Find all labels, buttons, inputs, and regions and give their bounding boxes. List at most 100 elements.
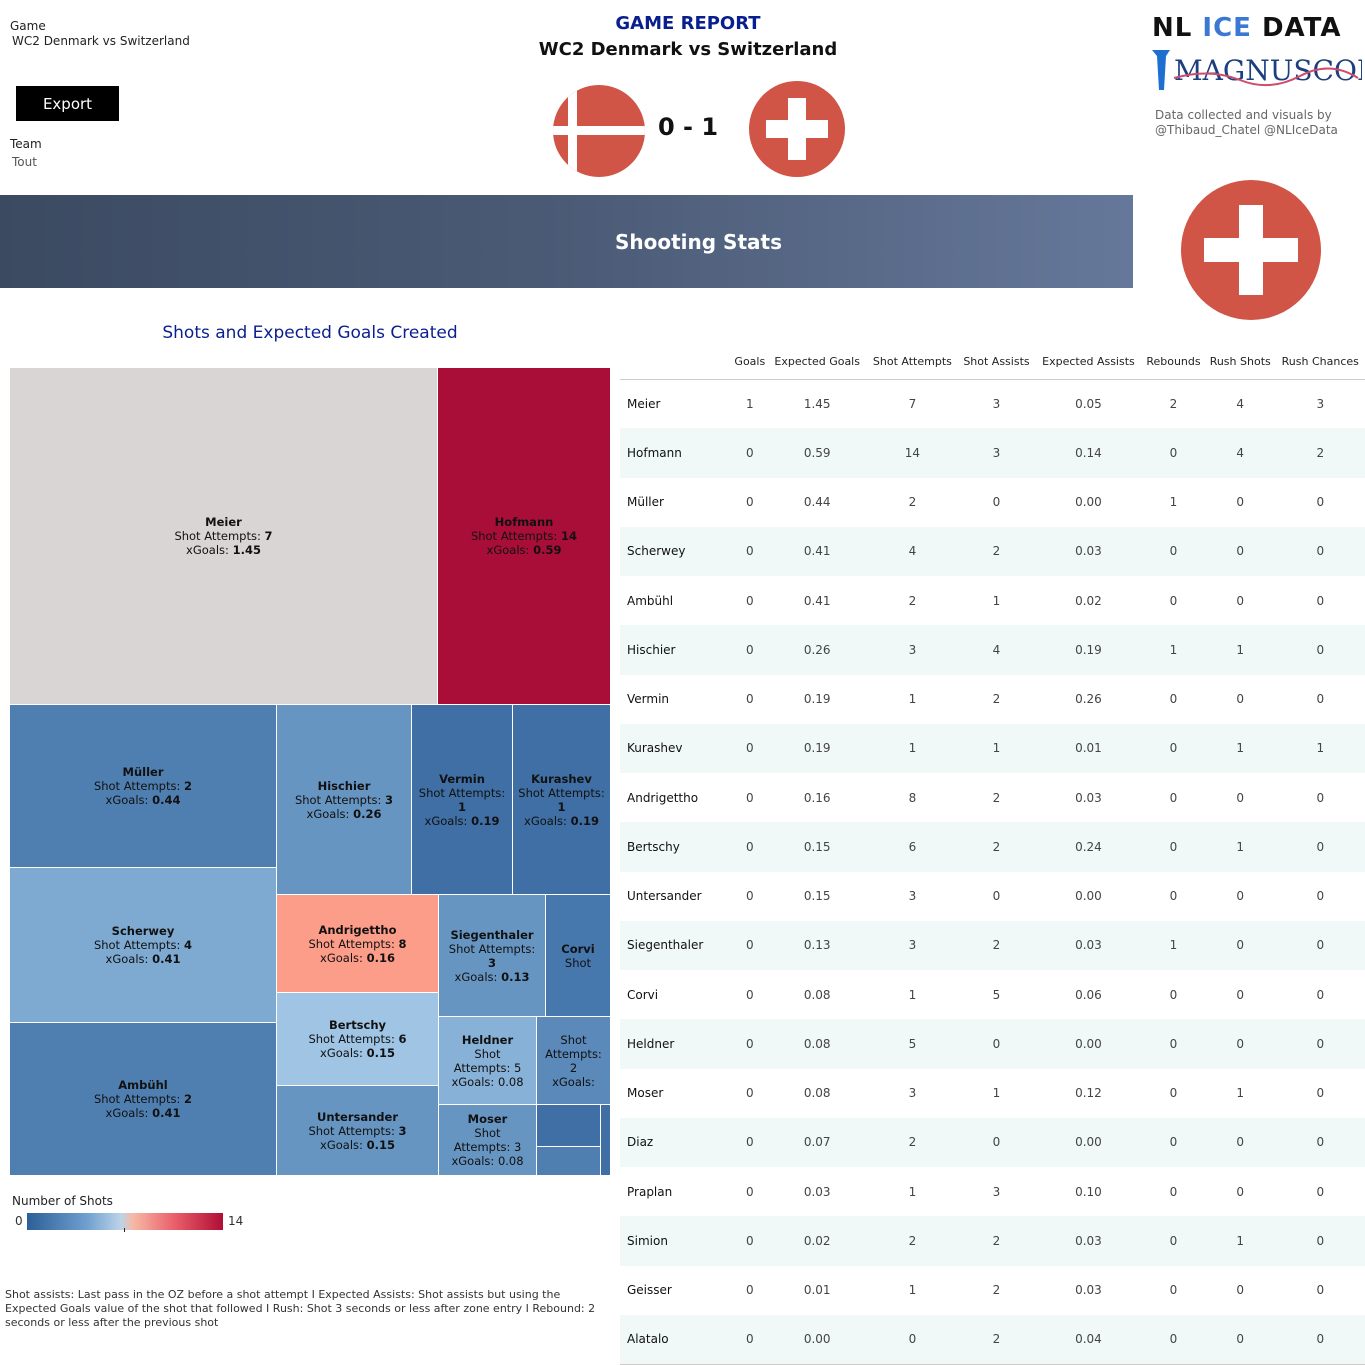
column-header[interactable]: Goals <box>734 354 766 368</box>
stat-cell: 3 <box>866 625 959 675</box>
treemap-tile[interactable] <box>601 1105 611 1176</box>
tile-xgoals: xGoals: 0.44 <box>105 793 181 807</box>
column-header[interactable]: Rush Chances <box>1281 354 1359 368</box>
stat-cell: 0 <box>1169 593 1178 608</box>
legend-tick <box>124 1228 125 1232</box>
stat-cell: 0 <box>1236 495 1245 510</box>
stat-cell: 1 <box>908 692 917 707</box>
column-header[interactable]: Rush Shots <box>1209 354 1271 368</box>
treemap-tile[interactable]: Bertschy Shot Attempts: 6 xGoals: 0.15 <box>277 993 439 1086</box>
stat-cell: 0 <box>1142 822 1205 872</box>
stat-cell: 7 <box>866 378 959 429</box>
treemap-tile[interactable]: Meier Shot Attempts: 7 xGoals: 1.45 <box>10 368 438 705</box>
table-row: Müller 0 0.44 2 0 0.00 1 0 0 <box>620 478 1365 527</box>
player-name-cell: Vermin <box>627 692 670 707</box>
player-name-cell: Meier <box>620 378 732 429</box>
table-row: Hischier 0 0.26 3 4 0.19 1 1 0 <box>620 625 1365 675</box>
stat-cell: 0 <box>732 1216 768 1266</box>
stat-cell: 0 <box>746 1283 754 1298</box>
stat-cell: 0 <box>746 593 754 608</box>
tile-label: Shot <box>564 955 592 970</box>
stat-cell: 1 <box>992 593 1001 608</box>
treemap-tile[interactable] <box>537 1147 601 1176</box>
column-header[interactable]: Rebounds <box>1146 354 1201 368</box>
column-header[interactable]: Expected Assists <box>1042 354 1135 368</box>
legend-title: Number of Shots <box>12 1194 113 1208</box>
stat-cell: 0 <box>1236 1184 1245 1199</box>
stat-cell: 0 <box>1316 495 1325 510</box>
treemap-tile[interactable]: Moser Shot Attempts: 3 xGoals: 0.08 <box>439 1105 537 1176</box>
tile-xgoals: xGoals: 0.19 <box>524 813 599 828</box>
tile-player-name: Ambühl <box>118 1078 168 1092</box>
stat-cell: 3 <box>958 378 1035 429</box>
tile-xgoals: xGoals: 1.45 <box>186 543 261 557</box>
stat-cell: 0.03 <box>1075 1283 1102 1298</box>
player-name-cell: Kurashev <box>620 723 732 773</box>
tile-player-name: Hischier <box>317 778 371 793</box>
treemap-tile[interactable] <box>537 1105 601 1147</box>
tile-label: xGoals: 0.08 <box>451 1074 524 1089</box>
stat-cell: 0.03 <box>803 1184 831 1199</box>
tile-player-name: Meier <box>205 515 242 529</box>
export-button[interactable]: Export <box>16 86 119 121</box>
stat-cell: 14 <box>866 428 959 478</box>
stat-cell: 0 <box>1316 1184 1325 1199</box>
stat-cell: 0 <box>1316 790 1325 805</box>
player-name-cell: Scherwey <box>620 526 732 576</box>
treemap-tile[interactable]: Ambühl Shot Attempts: 2 xGoals: 0.41 <box>10 1023 277 1176</box>
credit-text: Data collected and visuals by @Thibaud_C… <box>1155 108 1338 137</box>
treemap-tile[interactable]: Kurashev Shot Attempts: 1 xGoals: 0.19 <box>513 705 611 895</box>
column-header[interactable]: Shot Attempts <box>872 354 952 368</box>
treemap-tile[interactable]: Untersander Shot Attempts: 3 xGoals: 0.15 <box>277 1086 439 1176</box>
treemap-tile[interactable]: Hofmann Shot Attempts: 14 xGoals: 0.59 <box>438 368 611 705</box>
treemap-title: Shots and Expected Goals Created <box>162 323 458 343</box>
filter-game-dropdown[interactable]: WC2 Denmark vs Switzerland <box>12 34 190 48</box>
stat-cell: 2 <box>958 526 1035 576</box>
player-name-cell: Ambühl <box>627 593 674 608</box>
tile-player-name: Scherwey <box>111 924 175 938</box>
stat-cell: 0.19 <box>767 723 867 773</box>
treemap-tile[interactable]: Vermin Shot Attempts: 1 xGoals: 0.19 <box>412 705 513 895</box>
tile-xgoals: xGoals: 0.16 <box>320 950 395 965</box>
stat-cell: 5 <box>992 987 1001 1002</box>
shooting-stats-table: Goals Expected Goals Shot Attempts Shot Ass… <box>620 335 1365 1365</box>
tile-label: Attempts: 3 <box>453 1140 522 1154</box>
stat-cell: 2 <box>958 1216 1035 1266</box>
svg-text:MAGNUSCORSI: MAGNUSCORSI <box>1174 54 1362 87</box>
treemap-tile[interactable]: Shot Attempts: 2 xGoals: <box>537 1017 611 1105</box>
table-row: Meier 1 1.45 7 3 0.05 2 4 3 <box>620 378 1365 429</box>
stat-cell: 0.12 <box>1075 1086 1102 1101</box>
stat-cell: 0 <box>1142 1117 1205 1167</box>
stat-cell: 0 <box>1275 1019 1365 1069</box>
stat-cell: 0 <box>1204 1019 1276 1069</box>
column-header[interactable] <box>620 335 732 379</box>
treemap-chart[interactable]: Meier Shot Attempts: 7 xGoals: 1.45 Hofmann… <box>10 368 611 1176</box>
treemap-tile[interactable]: Müller Shot Attempts: 2 xGoals: 0.44 <box>10 705 277 868</box>
stat-cell: 0.15 <box>767 822 867 872</box>
stat-cell: 0 <box>1236 790 1245 805</box>
stat-cell: 0 <box>732 822 768 872</box>
tile-shot-attempts: Shot Attempts: 3 <box>294 792 394 807</box>
stat-cell: 0.26 <box>1075 692 1102 707</box>
player-name-cell: Moser <box>627 1086 664 1101</box>
stat-cell: 0 <box>1204 1314 1276 1365</box>
column-header[interactable]: Shot Assists <box>963 354 1030 368</box>
tile-label: Shot <box>474 1046 501 1061</box>
treemap-tile[interactable]: Siegenthaler Shot Attempts: 3 xGoals: 0.13 <box>439 895 546 1017</box>
tile-xgoals: xGoals: 0.19 <box>424 813 500 828</box>
treemap-tile[interactable]: Corvi Shot <box>546 895 611 1017</box>
stat-cell: 1 <box>908 1184 917 1199</box>
treemap-tile[interactable]: Scherwey Shot Attempts: 4 xGoals: 0.41 <box>10 868 277 1023</box>
stat-cell: 8 <box>908 790 917 805</box>
treemap-tile[interactable]: Heldner Shot Attempts: 5 xGoals: 0.08 <box>439 1017 537 1105</box>
magnuscorsi-logo: MAGNUSCORSI <box>1152 50 1362 90</box>
stat-cell: 0 <box>1142 428 1205 478</box>
table-row: Heldner 0 0.08 5 0 0.00 0 0 0 <box>620 1019 1365 1069</box>
tile-shot-attempts: Shot Attempts: 14 <box>470 529 578 543</box>
treemap-tile[interactable]: Hischier Shot Attempts: 3 xGoals: 0.26 <box>277 705 412 895</box>
filter-team-dropdown[interactable]: Tout <box>12 155 37 169</box>
treemap-tile[interactable]: Andrigettho Shot Attempts: 8 xGoals: 0.16 <box>277 895 439 993</box>
stat-cell: 0 <box>1169 790 1178 805</box>
tile-xgoals: xGoals: 0.59 <box>486 543 562 557</box>
column-header[interactable]: Expected Goals <box>774 354 860 368</box>
